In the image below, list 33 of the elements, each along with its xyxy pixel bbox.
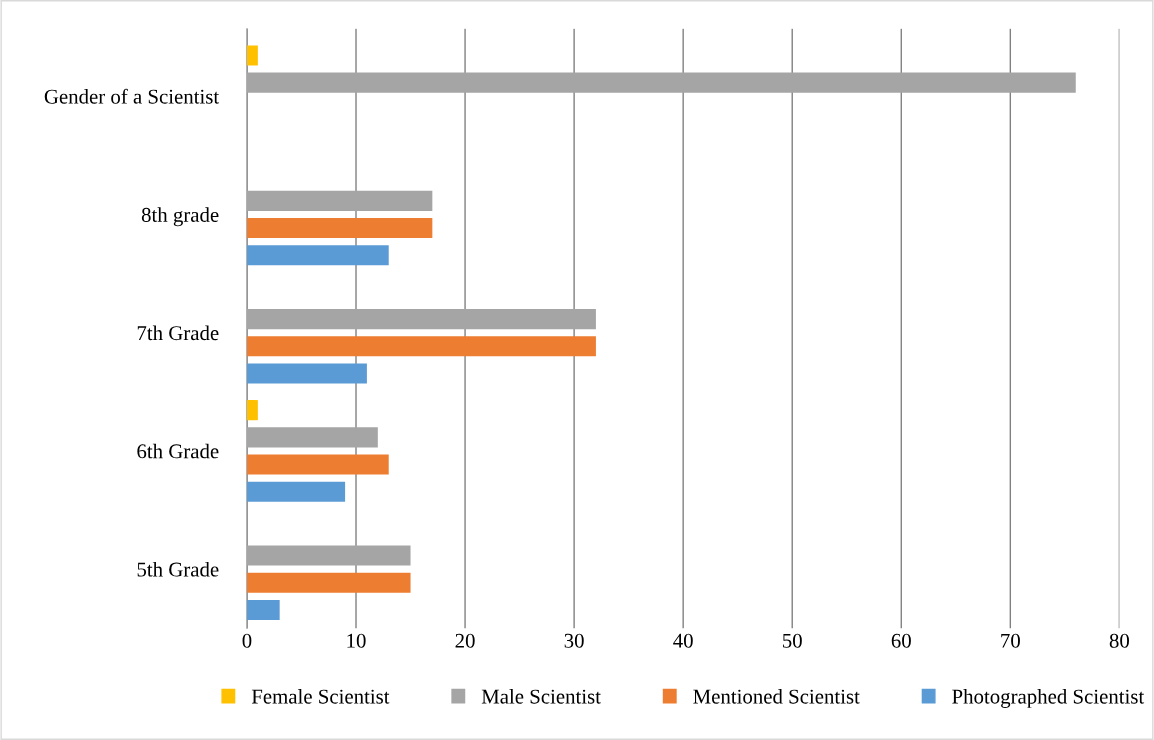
x-tick-label: 0 bbox=[242, 633, 252, 648]
bar bbox=[246, 427, 378, 448]
bar bbox=[246, 572, 411, 593]
legend-label: Photographed Scientist bbox=[952, 688, 1145, 708]
y-tick-label: 7th Grade bbox=[137, 325, 219, 341]
x-tick-label: 70 bbox=[1001, 633, 1020, 648]
y-tick-label: 6th Grade bbox=[137, 443, 219, 459]
bar bbox=[246, 481, 346, 502]
x-tick-label: 30 bbox=[564, 633, 584, 648]
bar bbox=[246, 599, 280, 620]
bar bbox=[246, 545, 411, 566]
x-tick-label: 10 bbox=[347, 633, 366, 648]
x-tick-label: 40 bbox=[673, 633, 693, 648]
x-tick-label: 20 bbox=[455, 633, 475, 648]
y-tick-label: Gender of a Scientist bbox=[44, 88, 220, 104]
legend-label: Male Scientist bbox=[481, 688, 601, 704]
legend-label: Mentioned Scientist bbox=[693, 688, 860, 704]
legend-label: Female Scientist bbox=[251, 688, 390, 704]
bar bbox=[246, 336, 596, 357]
y-tick-label: 5th Grade bbox=[137, 561, 219, 577]
bar bbox=[246, 309, 596, 330]
bar bbox=[246, 218, 433, 239]
bar bbox=[246, 245, 389, 266]
bar bbox=[246, 45, 258, 66]
bar bbox=[246, 72, 1076, 93]
bar bbox=[246, 400, 258, 421]
x-tick-label: 50 bbox=[783, 633, 802, 648]
bar bbox=[246, 454, 389, 475]
bar bbox=[246, 363, 367, 384]
x-tick-label: 60 bbox=[891, 633, 911, 648]
y-tick-label: 8th grade bbox=[141, 207, 219, 227]
bar bbox=[246, 190, 433, 211]
x-tick-label: 80 bbox=[1109, 633, 1129, 648]
